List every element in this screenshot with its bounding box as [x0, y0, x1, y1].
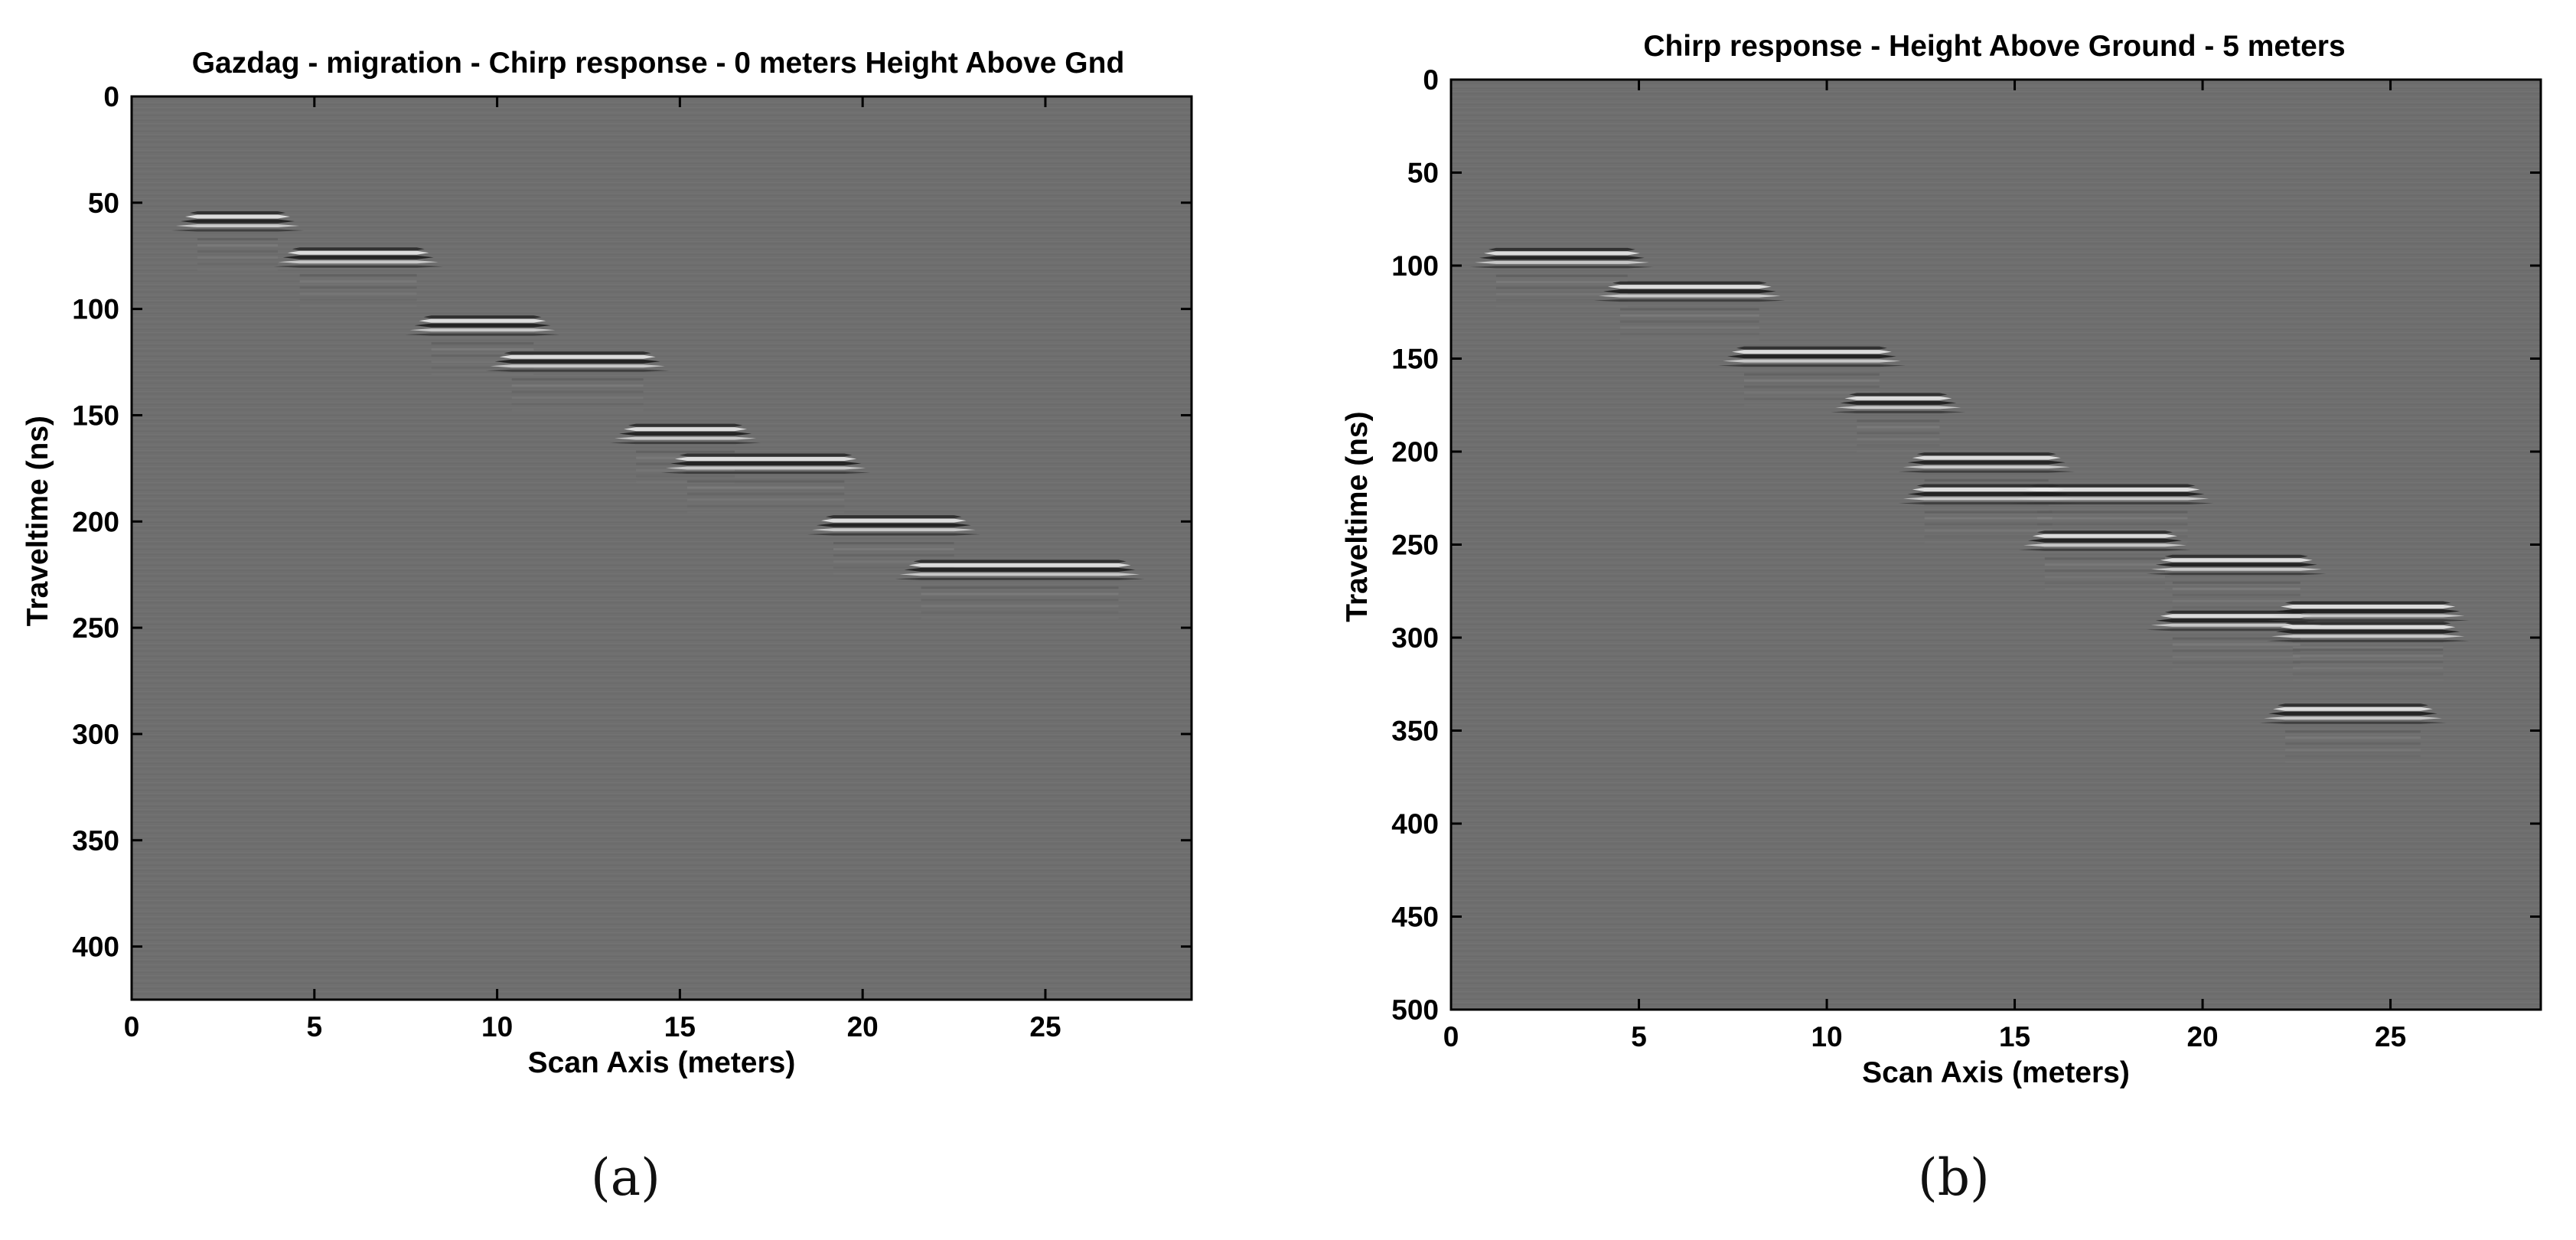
- y-tick-label: 100: [72, 294, 119, 325]
- y-axis-label: Traveltime (ns): [21, 416, 54, 626]
- reflection-mark: [485, 351, 670, 412]
- y-tick-label: 350: [72, 825, 119, 857]
- y-tick-label: 500: [1391, 994, 1439, 1026]
- y-tick-label: 300: [1391, 622, 1439, 654]
- reflection-mark: [660, 453, 871, 514]
- x-axis-label: Scan Axis (meters): [528, 1046, 796, 1079]
- y-tick-label: 250: [1391, 530, 1439, 561]
- y-tick-label: 200: [72, 506, 119, 537]
- reflection-mark: [405, 315, 560, 376]
- chart-panel-a: Gazdag - migration - Chirp response - 0 …: [21, 47, 1193, 1079]
- y-tick-label: 50: [1407, 158, 1439, 189]
- x-tick-label: 20: [847, 1011, 879, 1043]
- y-tick-label: 350: [1391, 716, 1439, 747]
- reflection-mark: [273, 247, 443, 308]
- x-tick-label: 5: [307, 1011, 323, 1043]
- y-tick-label: 150: [72, 400, 119, 431]
- panel-label-a: (a): [591, 1148, 660, 1207]
- y-tick-label: 0: [1423, 64, 1439, 96]
- y-tick-label: 450: [1391, 902, 1439, 933]
- y-tick-label: 400: [72, 932, 119, 963]
- radargram-noise: [132, 96, 1192, 1000]
- x-tick-label: 25: [2375, 1021, 2406, 1052]
- chart-title: Chirp response - Height Above Ground - 5…: [1643, 30, 2345, 63]
- reflection-mark: [895, 560, 1145, 620]
- y-tick-label: 100: [1391, 250, 1439, 282]
- x-tick-label: 15: [664, 1011, 696, 1043]
- chart-panel-b: Chirp response - Height Above Ground - 5…: [1341, 30, 2542, 1089]
- reflection-mark: [1718, 346, 1906, 406]
- x-tick-label: 5: [1631, 1021, 1647, 1052]
- x-axis-label: Scan Axis (meters): [1862, 1056, 2130, 1089]
- reflection-mark: [2011, 484, 2214, 544]
- reflection-mark: [171, 211, 305, 272]
- x-tick-label: 0: [124, 1011, 140, 1043]
- y-tick-label: 250: [72, 612, 119, 644]
- y-tick-label: 0: [103, 81, 119, 113]
- reflection-mark: [1831, 393, 1966, 453]
- y-tick-label: 150: [1391, 344, 1439, 375]
- chart-title: Gazdag - migration - Chirp response - 0 …: [192, 47, 1125, 80]
- x-tick-label: 0: [1443, 1021, 1459, 1052]
- reflection-mark: [1469, 247, 1654, 308]
- panel-label-b: (b): [1918, 1148, 1990, 1207]
- x-tick-label: 15: [1999, 1021, 2030, 1052]
- reflection-mark: [1593, 281, 1785, 341]
- x-tick-label: 20: [2186, 1021, 2218, 1052]
- y-tick-label: 200: [1391, 436, 1439, 468]
- reflection-mark: [2018, 530, 2191, 591]
- y-axis-label: Traveltime (ns): [1341, 411, 1374, 622]
- y-tick-label: 50: [88, 188, 119, 219]
- x-tick-label: 10: [481, 1011, 513, 1043]
- x-tick-label: 25: [1029, 1011, 1061, 1043]
- y-tick-label: 400: [1391, 808, 1439, 840]
- radargram-noise: [1451, 80, 2541, 1010]
- plot-frame: [130, 95, 1193, 1001]
- reflection-mark: [2259, 703, 2447, 764]
- x-tick-label: 10: [1811, 1021, 1842, 1052]
- y-tick-label: 300: [72, 719, 119, 750]
- reflection-mark: [2146, 610, 2327, 671]
- reflection-mark: [807, 515, 980, 576]
- reflection-mark: [2266, 622, 2470, 682]
